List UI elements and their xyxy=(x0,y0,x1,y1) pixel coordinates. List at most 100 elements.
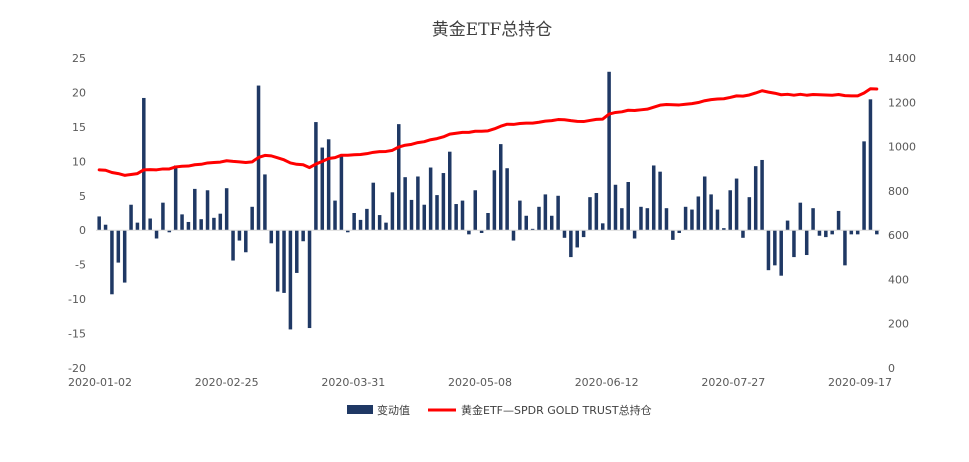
bar-change-value xyxy=(422,204,427,231)
bar-change-value xyxy=(263,174,267,231)
bar-change-value xyxy=(811,208,815,231)
bar-change-value xyxy=(237,230,242,241)
bar-change-value xyxy=(103,224,108,231)
bar-change-value xyxy=(690,209,694,231)
y-right-axis: 1400 1200 1000 800 600 400 200 0 xyxy=(888,52,916,375)
bar-change-value xyxy=(129,204,133,231)
bar-change-value xyxy=(862,141,866,231)
x-tick-label: 2020-02-25 xyxy=(195,376,259,389)
y-left-tick-label: -15 xyxy=(68,328,86,341)
bar-change-value xyxy=(785,220,790,231)
y-right-tick-label: 400 xyxy=(888,273,909,286)
x-tick-label: 2020-03-31 xyxy=(321,376,385,389)
bar-change-value xyxy=(556,195,560,231)
bar-change-value xyxy=(817,230,822,236)
bar-change-value xyxy=(875,230,879,235)
bar-change-value xyxy=(734,178,739,231)
legend: 变动值 黄金ETF—SPDR GOLD TRUST总持仓 xyxy=(347,403,652,417)
bar-change-value xyxy=(594,193,599,231)
bar-change-value xyxy=(352,213,356,231)
bar-change-value xyxy=(683,206,688,231)
bar-change-value xyxy=(365,208,369,231)
y-left-tick-label: 10 xyxy=(72,155,86,168)
bar-change-value xyxy=(575,230,579,248)
bar-change-value xyxy=(154,230,159,239)
bar-change-value xyxy=(275,230,280,292)
bar-change-value xyxy=(696,196,701,231)
bar-change-value xyxy=(855,230,860,235)
bar-change-value xyxy=(562,230,567,238)
bar-change-value xyxy=(588,197,592,231)
bar-change-value xyxy=(371,182,376,231)
bar-change-value xyxy=(358,219,363,231)
x-tick-label: 2020-09-17 xyxy=(828,376,892,389)
bar-change-value xyxy=(218,213,223,231)
bar-change-value xyxy=(346,230,350,233)
bar-change-value xyxy=(435,195,439,231)
bar-change-value xyxy=(492,170,497,231)
bar-change-value xyxy=(747,197,752,231)
bar-change-value xyxy=(530,228,535,231)
bar-change-value xyxy=(142,97,146,231)
bar-change-value xyxy=(486,213,490,231)
bar-change-value xyxy=(632,230,637,239)
bar-change-value xyxy=(658,171,662,231)
chart-title: 黄金ETF总持仓 xyxy=(432,20,553,40)
bar-change-value xyxy=(460,200,465,231)
y-left-tick-label: 20 xyxy=(72,86,86,99)
bar-change-value xyxy=(518,200,522,231)
bar-change-value xyxy=(307,230,312,329)
y-right-tick-label: 1000 xyxy=(888,141,916,154)
bar-change-value xyxy=(193,188,197,231)
bar-change-value xyxy=(377,215,382,231)
bar-change-value xyxy=(116,230,121,263)
bar-change-value xyxy=(626,182,630,231)
bar-change-value xyxy=(384,222,388,231)
y-right-tick-label: 800 xyxy=(888,185,909,198)
bar-change-value xyxy=(473,190,478,231)
y-right-tick-label: 1400 xyxy=(888,52,916,65)
bar-change-value xyxy=(728,190,732,231)
bar-change-value xyxy=(448,151,452,231)
y-left-tick-label: 25 xyxy=(72,52,86,65)
bar-change-value xyxy=(467,230,471,235)
bar-change-value xyxy=(722,228,726,231)
bar-series xyxy=(97,71,879,330)
bar-change-value xyxy=(505,168,509,231)
bar-change-value xyxy=(792,230,796,258)
bar-change-value xyxy=(428,167,433,231)
bar-change-value xyxy=(416,176,420,231)
bar-change-value xyxy=(804,230,809,256)
bar-change-value xyxy=(741,230,745,238)
bar-change-value xyxy=(499,144,503,231)
x-tick-label: 2020-01-02 xyxy=(68,376,132,389)
y-left-tick-label: 5 xyxy=(79,190,86,203)
bar-change-value xyxy=(314,122,318,231)
bar-change-value xyxy=(664,208,669,231)
y-left-axis: 25 20 15 10 5 0 -5 -10 -15 -20 xyxy=(68,52,86,375)
bar-change-value xyxy=(224,188,229,231)
bar-change-value xyxy=(843,230,847,266)
bar-change-value xyxy=(180,214,184,231)
bar-change-value xyxy=(390,192,395,231)
bar-change-value xyxy=(607,71,611,231)
bar-change-value xyxy=(651,165,656,231)
bar-change-value xyxy=(613,184,618,231)
bar-change-value xyxy=(824,230,828,238)
bar-change-value xyxy=(244,230,248,253)
x-tick-label: 2020-05-08 xyxy=(448,376,512,389)
bar-change-value xyxy=(122,230,127,283)
y-left-tick-label: 15 xyxy=(72,121,86,134)
bar-change-value xyxy=(97,216,101,231)
bar-change-value xyxy=(620,208,624,231)
bar-change-value xyxy=(282,230,286,293)
bar-change-value xyxy=(173,165,178,231)
x-axis: 2020-01-02 2020-02-25 2020-03-31 2020-05-08… xyxy=(68,376,892,389)
bar-change-value xyxy=(269,230,274,244)
x-tick-label: 2020-07-27 xyxy=(701,376,765,389)
bar-change-value xyxy=(543,194,548,231)
bar-change-value xyxy=(868,99,873,231)
holdings-line xyxy=(97,87,879,177)
bar-change-value xyxy=(645,208,650,231)
